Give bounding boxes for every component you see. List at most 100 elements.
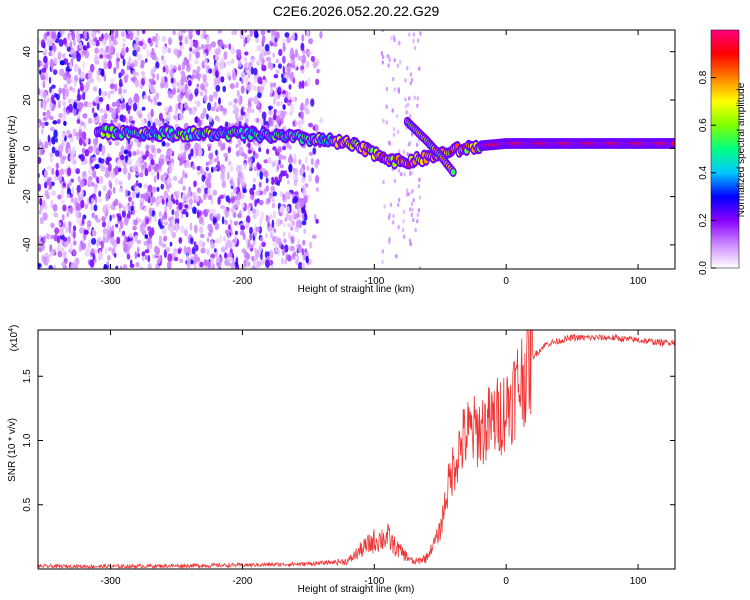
heatmap-cell	[118, 188, 124, 193]
heatmap-cell	[96, 75, 102, 82]
heatmap-cell	[38, 193, 42, 199]
heatmap-cell	[79, 82, 84, 92]
heatmap-cell	[389, 202, 393, 207]
heatmap-cell	[73, 63, 79, 72]
heatmap-cell	[139, 172, 144, 178]
heatmap-cell	[214, 77, 218, 87]
heatmap-cell	[137, 156, 143, 162]
heatmap-cell	[288, 231, 291, 240]
heatmap-cell	[118, 180, 123, 186]
heatmap-cell	[276, 237, 282, 245]
heatmap-cell	[200, 216, 204, 222]
heatmap-cell	[385, 120, 388, 125]
heatmap-cell	[299, 200, 305, 208]
heatmap-cell	[236, 49, 242, 56]
heatmap-cell	[409, 241, 413, 247]
heatmap-cell	[182, 169, 185, 179]
heatmap-cell	[221, 180, 226, 188]
heatmap-cell	[214, 251, 218, 258]
heatmap-cell	[156, 148, 162, 154]
heatmap-cell	[46, 257, 50, 263]
heatmap-cell	[393, 178, 397, 184]
heatmap-cell	[202, 73, 207, 83]
heatmap-cell	[237, 141, 241, 148]
heatmap-cell	[121, 101, 126, 110]
heatmap-cell	[52, 248, 56, 254]
heatmap-cell	[101, 115, 106, 124]
heatmap-cell	[406, 188, 409, 193]
heatmap-cell	[257, 76, 263, 85]
heatmap-cell	[94, 248, 97, 255]
heatmap-cell	[130, 205, 134, 211]
heatmap-cell	[183, 101, 188, 109]
heatmap-cell	[38, 122, 41, 129]
heatmap-cell	[272, 42, 278, 48]
heatmap-cell	[243, 251, 249, 259]
heatmap-cell	[266, 148, 270, 155]
heatmap-cell	[402, 209, 406, 214]
heatmap-cell	[398, 40, 401, 46]
heatmap-cell	[78, 244, 82, 253]
heatmap-cell	[136, 149, 140, 156]
heatmap-cell	[297, 239, 301, 244]
heatmap-cell	[169, 241, 173, 247]
heatmap-cell	[224, 219, 228, 225]
heatmap-cell	[158, 112, 163, 122]
heatmap-cell	[66, 77, 72, 85]
svg-text:(x104): (x104)	[8, 325, 20, 352]
heatmap-cell	[48, 34, 52, 42]
heatmap-cell	[258, 146, 262, 153]
heatmap-cell	[182, 185, 186, 191]
heatmap-cell	[73, 205, 77, 212]
heatmap-cell	[141, 106, 146, 111]
heatmap-cell	[52, 264, 56, 269]
heatmap-cell	[164, 105, 168, 113]
heatmap-cell	[267, 251, 270, 257]
heatmap-cell	[259, 86, 265, 91]
heatmap-cell	[111, 111, 117, 119]
heatmap-cell	[261, 58, 265, 65]
heatmap-cell	[196, 256, 200, 262]
heatmap-cell	[274, 241, 278, 250]
heatmap-cell	[107, 254, 111, 261]
heatmap-cell	[87, 117, 93, 124]
heatmap-cell	[280, 73, 284, 79]
heatmap-cell	[248, 208, 251, 216]
heatmap-cell	[248, 243, 254, 249]
heatmap-cell	[122, 58, 126, 67]
heatmap-cell	[174, 109, 179, 115]
snr-xtick-label: -100	[364, 576, 384, 587]
heatmap-cell	[282, 145, 287, 151]
heatmap-cell	[92, 229, 96, 237]
heatmap-cell	[208, 159, 213, 165]
heatmap-cell	[272, 146, 277, 151]
heatmap-cell	[166, 201, 172, 208]
heatmap-cell	[113, 253, 117, 258]
snr-xtick-label: 100	[630, 576, 647, 587]
heatmap-cell	[49, 157, 54, 163]
heatmap-cell	[225, 242, 228, 251]
heatmap-cell	[96, 101, 100, 111]
heatmap-cell	[79, 179, 85, 188]
heatmap-cell	[232, 181, 236, 189]
heatmap-cell	[84, 203, 88, 210]
heatmap-cell	[406, 66, 409, 71]
heatmap-cell	[38, 209, 42, 215]
heatmap-cell	[123, 149, 129, 155]
heatmap-cell	[122, 167, 128, 175]
heatmap-cell	[207, 143, 212, 148]
heatmap-cell	[388, 212, 391, 218]
heatmap-cell	[308, 122, 314, 128]
heatmap-cell	[319, 31, 323, 39]
heatmap-cell	[187, 80, 192, 87]
heatmap-cell	[59, 68, 65, 77]
heatmap-cell	[72, 240, 77, 246]
heatmap-cell	[208, 94, 214, 102]
heatmap-cell	[392, 220, 395, 225]
heatmap-cell	[286, 173, 289, 179]
heatmap-cell	[205, 36, 210, 44]
heatmap-cell	[230, 192, 234, 198]
heatmap-cell	[44, 141, 49, 149]
heatmap-cell	[69, 62, 73, 70]
heatmap-cell	[55, 138, 58, 143]
